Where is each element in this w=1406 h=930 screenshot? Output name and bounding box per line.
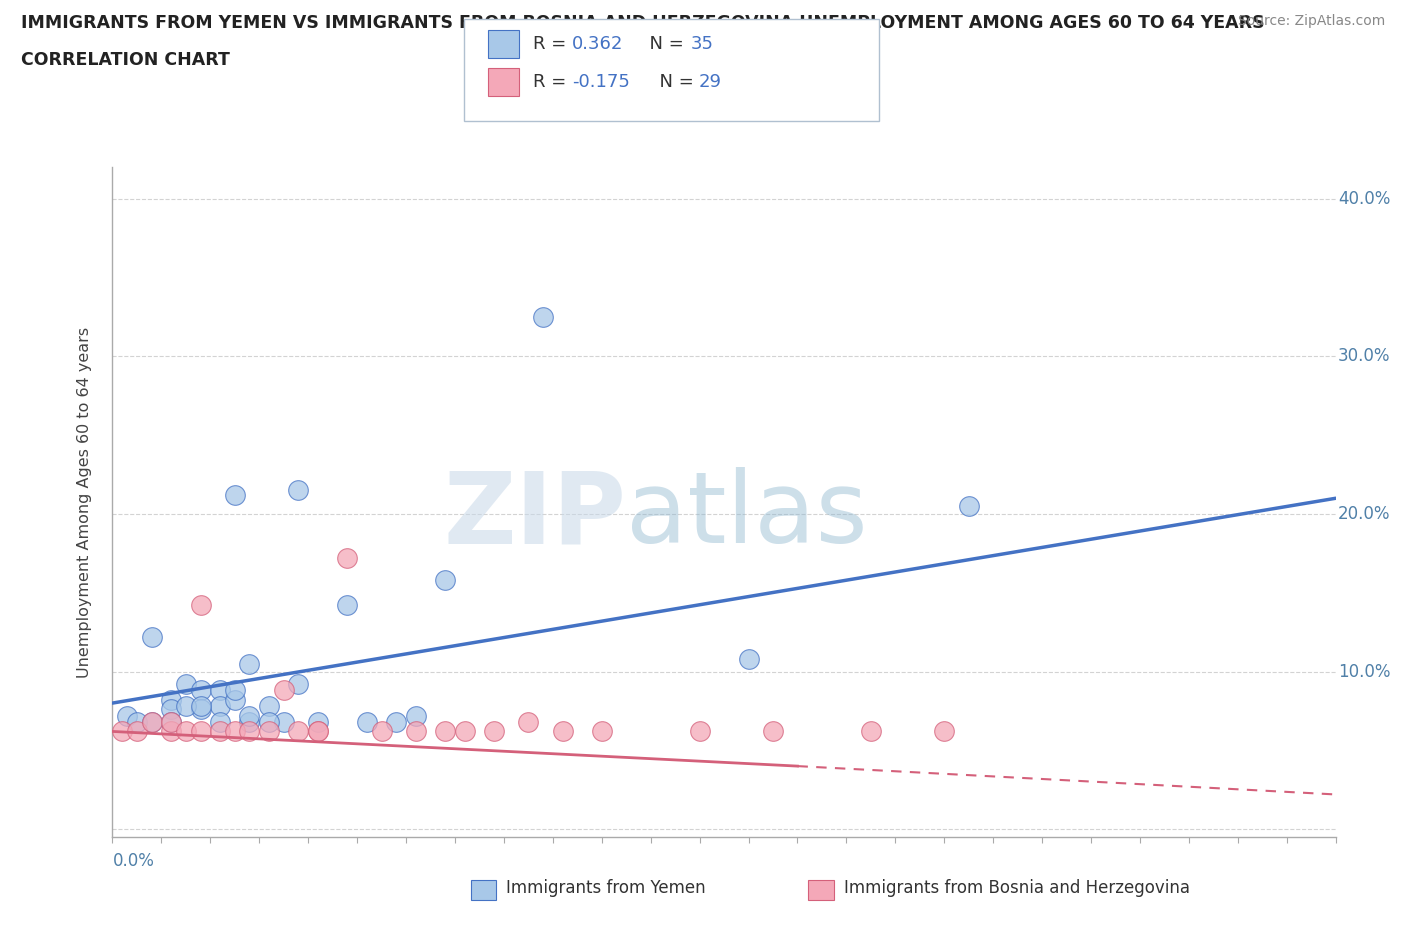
Text: 40.0%: 40.0% (1339, 190, 1391, 208)
Point (385, 714, 408, 729)
Point (174, 724, 197, 738)
Text: 35: 35 (690, 34, 713, 53)
Point (209, 714, 232, 729)
Point (224, 693, 246, 708)
Point (531, 310, 554, 325)
Point (209, 724, 232, 738)
Point (224, 724, 246, 738)
Text: IMMIGRANTS FROM YEMEN VS IMMIGRANTS FROM BOSNIA AND HERZEGOVINA UNEMPLOYMENT AMO: IMMIGRANTS FROM YEMEN VS IMMIGRANTS FROM… (21, 14, 1265, 32)
Point (257, 724, 280, 738)
Point (141, 714, 163, 729)
Point (551, 724, 574, 738)
Point (307, 724, 329, 738)
Point (190, 724, 212, 738)
Point (238, 714, 260, 729)
Point (209, 683, 232, 698)
Point (238, 724, 260, 738)
Point (111, 724, 134, 738)
Point (307, 714, 329, 729)
Point (190, 698, 212, 713)
Point (160, 714, 183, 729)
Point (174, 698, 197, 713)
Text: 30.0%: 30.0% (1339, 348, 1391, 365)
Point (287, 724, 309, 738)
Text: R =: R = (533, 73, 572, 91)
Y-axis label: Unemployment Among Ages 60 to 64 years: Unemployment Among Ages 60 to 64 years (77, 326, 91, 678)
Text: atlas: atlas (626, 467, 868, 565)
Text: Source: ZipAtlas.com: Source: ZipAtlas.com (1237, 14, 1385, 28)
Point (141, 714, 163, 729)
Point (190, 702, 212, 717)
Point (238, 657, 260, 671)
Text: 29: 29 (699, 73, 721, 91)
Text: Immigrants from Bosnia and Herzegovina: Immigrants from Bosnia and Herzegovina (844, 879, 1189, 897)
Point (434, 724, 457, 738)
Point (482, 724, 505, 738)
Text: CORRELATION CHART: CORRELATION CHART (21, 51, 231, 69)
Point (224, 683, 246, 698)
Point (125, 724, 148, 738)
Text: R =: R = (533, 34, 572, 53)
Point (238, 709, 260, 724)
Point (190, 683, 212, 698)
Point (160, 693, 183, 708)
Text: -0.175: -0.175 (572, 73, 630, 91)
Text: Immigrants from Yemen: Immigrants from Yemen (506, 879, 706, 897)
Point (287, 483, 309, 498)
Point (160, 724, 183, 738)
Point (125, 714, 148, 729)
Point (209, 698, 232, 713)
Point (224, 487, 246, 502)
Point (257, 714, 280, 729)
Point (370, 724, 392, 738)
Point (273, 714, 295, 729)
Point (273, 683, 295, 698)
Point (859, 724, 882, 738)
Text: 0.0%: 0.0% (112, 852, 155, 870)
Point (190, 598, 212, 613)
Point (434, 573, 457, 588)
Point (336, 551, 359, 565)
Point (405, 724, 427, 738)
Point (591, 724, 613, 738)
Text: 20.0%: 20.0% (1339, 505, 1391, 523)
Point (454, 724, 477, 738)
Point (356, 714, 378, 729)
Point (141, 630, 163, 644)
Point (934, 724, 956, 738)
Point (336, 598, 359, 613)
Point (115, 709, 138, 724)
Point (307, 724, 329, 738)
Point (405, 709, 427, 724)
Point (257, 698, 280, 713)
Text: N =: N = (638, 34, 690, 53)
Point (957, 498, 980, 513)
Point (762, 724, 785, 738)
Point (160, 702, 183, 717)
Point (517, 714, 540, 729)
Point (689, 724, 711, 738)
Point (287, 677, 309, 692)
Text: N =: N = (648, 73, 700, 91)
Text: 0.362: 0.362 (572, 34, 624, 53)
Point (160, 714, 183, 729)
Text: ZIP: ZIP (443, 467, 626, 565)
Point (174, 677, 197, 692)
Text: 10.0%: 10.0% (1339, 662, 1391, 681)
Point (737, 652, 759, 667)
